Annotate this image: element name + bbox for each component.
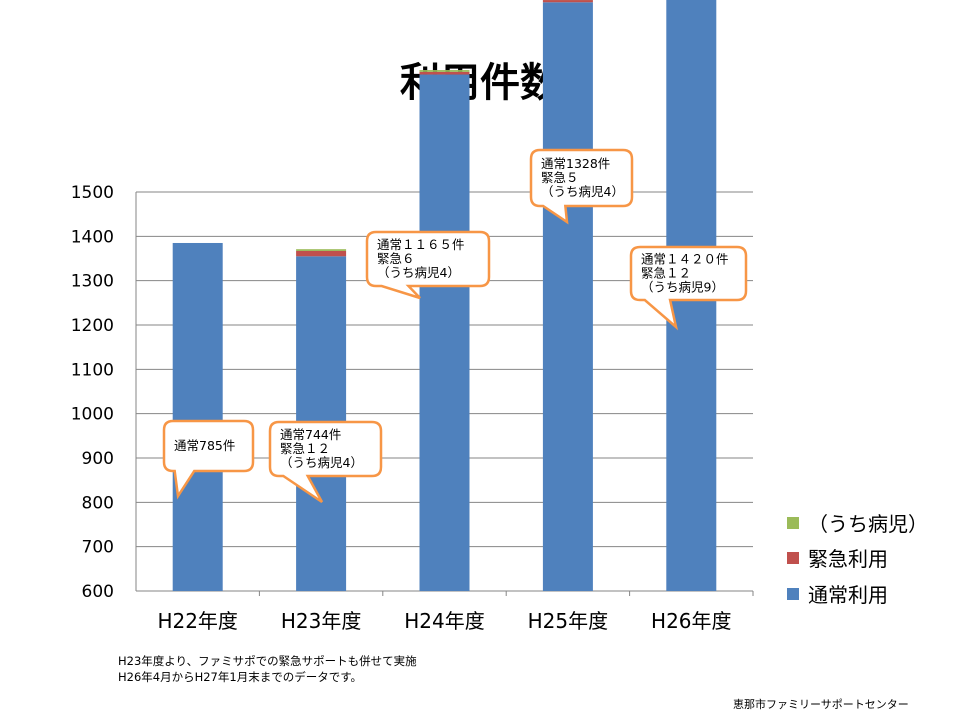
footnote: H23年度より、ファミサポでの緊急サポートも併せて実施 [118, 654, 417, 668]
legend-item-emergency: 緊急利用 [787, 543, 888, 572]
y-tick-label: 1300 [71, 272, 114, 292]
bar-segment [542, 2, 593, 591]
x-tick-label: H26年度 [651, 609, 732, 633]
callout-bubble [162, 419, 255, 500]
callout-text: （うち病児9） [641, 280, 724, 295]
callout-bubble [365, 230, 491, 300]
legend-label: 緊急利用 [808, 547, 888, 571]
x-tick-label: H22年度 [157, 609, 238, 633]
y-tick-label: 700 [82, 538, 114, 558]
bar-segment [542, 0, 593, 3]
x-tick-label: H25年度 [528, 609, 609, 633]
callout-text: 通常1328件 [541, 156, 610, 171]
callout-bubble [268, 420, 383, 504]
callout-text: 緊急６ [377, 251, 415, 266]
legend-swatch [787, 516, 799, 529]
callout-text: 緊急１２ [641, 266, 691, 281]
y-tick-label: 1200 [71, 316, 114, 336]
x-tick-label: H24年度 [404, 609, 485, 633]
footnote: H26年4月からH27年1月末までのデータです。 [118, 670, 363, 684]
callout-bubble [629, 245, 748, 331]
legend-label: （うち病児） [808, 512, 928, 536]
y-tick-label: 1000 [71, 405, 114, 425]
callout-text: （うち病児4） [377, 265, 460, 280]
y-tick-label: 600 [82, 582, 114, 602]
legend-item-sick: （うち病児） [787, 508, 928, 537]
bar-segment [172, 242, 223, 591]
y-tick-label: 1500 [71, 183, 114, 203]
credit: 恵那市ファミリーサポートセンター [733, 698, 909, 711]
callout-text: 通常785件 [174, 438, 235, 453]
callout-text: 通常１１６５件 [377, 237, 465, 252]
bar-segment [296, 249, 347, 251]
bar-segment [296, 250, 347, 257]
y-tick-label: 800 [82, 493, 114, 513]
x-tick-label: H23年度 [281, 609, 362, 633]
callout-text: 緊急１２ [280, 441, 330, 456]
y-tick-label: 900 [82, 449, 114, 469]
callout-text: 通常１４２０件 [641, 252, 729, 267]
callout-text: （うち病児4） [541, 184, 624, 199]
callout-bubble [529, 148, 634, 225]
legend-item-normal: 通常利用 [787, 579, 888, 608]
legend-label: 通常利用 [808, 583, 888, 607]
legend-swatch [787, 587, 799, 600]
callout-text: 通常744件 [280, 427, 341, 442]
bar-segment [419, 71, 470, 75]
bar-segment [419, 70, 470, 72]
callout-text: 緊急５ [541, 170, 579, 185]
bar-segment [419, 74, 470, 592]
y-tick-label: 1400 [71, 227, 114, 247]
y-tick-label: 1100 [71, 360, 114, 380]
callout-text: （うち病児4） [280, 455, 363, 470]
legend-swatch [787, 551, 799, 564]
